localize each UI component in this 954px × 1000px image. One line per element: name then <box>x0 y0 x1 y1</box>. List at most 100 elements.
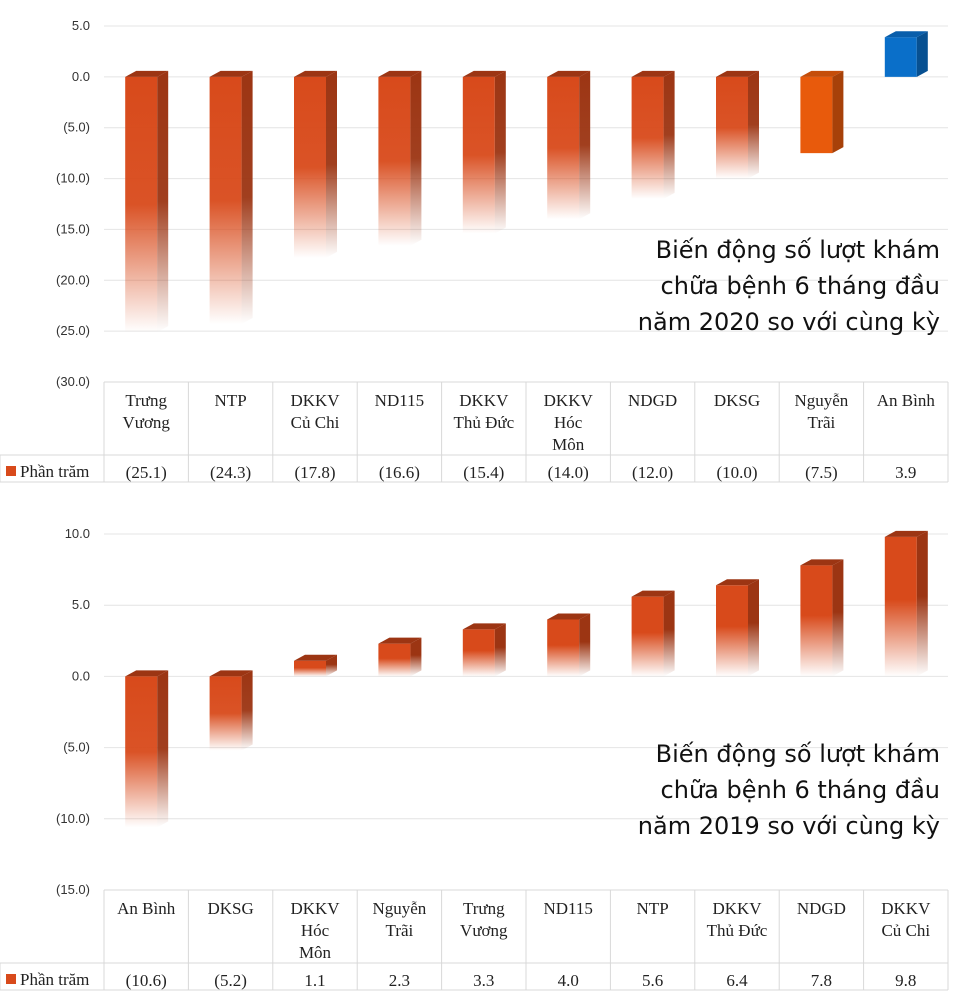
value-label: 7.8 <box>811 971 832 990</box>
category-label: Củ Chi <box>291 413 340 432</box>
legend-label: Phần trăm <box>20 970 89 989</box>
bar <box>378 637 422 677</box>
y-tick-label: 0.0 <box>72 69 90 84</box>
chart-annotation: Biến động số lượt khám <box>656 236 940 264</box>
value-label: 9.8 <box>895 971 916 990</box>
bar <box>294 654 337 677</box>
value-label: 5.6 <box>642 971 663 990</box>
category-label: NDGD <box>797 899 846 918</box>
category-label: Vương <box>122 413 170 432</box>
bar <box>631 70 675 199</box>
y-tick-label: (5.0) <box>63 740 90 755</box>
chart-annotation: chữa bệnh 6 tháng đầu <box>661 776 940 804</box>
category-label: DKKV <box>544 391 594 410</box>
bar <box>294 70 337 258</box>
bar <box>800 70 844 154</box>
category-label: DKKV <box>459 391 509 410</box>
category-label: Thủ Đức <box>453 413 514 432</box>
chart-2020: 5.0 0.0 (5.0) (10.0) (15.0) (20.0) (25.0) (30.0… <box>0 18 949 483</box>
bar <box>378 70 422 246</box>
bar <box>547 70 591 220</box>
chart-2019: 10.0 5.0 0.0 (5.0) (10.0) (15.0) Biến động số … <box>0 526 949 991</box>
value-label: (7.5) <box>805 463 838 482</box>
bar <box>209 70 253 325</box>
bar <box>716 70 759 179</box>
category-label: Nguyễn <box>794 391 848 410</box>
y-tick-label: (15.0) <box>56 221 90 236</box>
chart-annotation: năm 2020 so với cùng kỳ <box>638 308 940 336</box>
category-label: DKKV <box>290 391 340 410</box>
category-label: Trưng <box>125 391 167 410</box>
bar <box>125 70 169 333</box>
legend-key <box>6 974 16 984</box>
y-tick-label: (20.0) <box>56 272 90 287</box>
y-tick-label: 0.0 <box>72 668 90 683</box>
chart-annotation: chữa bệnh 6 tháng đầu <box>661 272 940 300</box>
category-label: DKKV <box>712 899 762 918</box>
category-label: Hóc <box>554 413 583 432</box>
bar <box>547 613 591 677</box>
value-label: 3.9 <box>895 463 916 482</box>
category-label: NTP <box>215 391 247 410</box>
y-tick-label: 5.0 <box>72 597 90 612</box>
value-label: (25.1) <box>126 463 167 482</box>
y-tick-label: 10.0 <box>65 526 90 541</box>
legend-label: Phần trăm <box>20 462 89 481</box>
bar <box>716 579 759 677</box>
chart-annotation: Biến động số lượt khám <box>656 740 940 768</box>
category-label: NDGD <box>628 391 677 410</box>
bar <box>209 670 253 751</box>
category-label: DKSG <box>714 391 760 410</box>
value-label: 1.1 <box>304 971 325 990</box>
y-tick-label: 5.0 <box>72 18 90 33</box>
chart-annotation: năm 2019 so với cùng kỳ <box>638 812 940 840</box>
category-label: Môn <box>552 435 585 454</box>
category-label: DKKV <box>290 899 340 918</box>
value-label: (15.4) <box>463 463 504 482</box>
bar <box>800 559 844 677</box>
category-label: DKSG <box>207 899 253 918</box>
value-label: (24.3) <box>210 463 251 482</box>
value-label: (5.2) <box>214 971 247 990</box>
y-tick-label: (30.0) <box>56 374 90 389</box>
category-label: ND115 <box>375 391 424 410</box>
y-tick-label: (5.0) <box>63 120 90 135</box>
category-label: Củ Chi <box>881 921 930 940</box>
bar <box>462 70 506 234</box>
category-label: Trưng <box>463 899 505 918</box>
category-label: DKKV <box>881 899 931 918</box>
value-label: (12.0) <box>632 463 673 482</box>
bar <box>462 623 506 677</box>
category-label: NTP <box>637 899 669 918</box>
value-label: 6.4 <box>726 971 748 990</box>
value-label: 3.3 <box>473 971 494 990</box>
bar <box>884 530 928 677</box>
value-label: (16.6) <box>379 463 420 482</box>
category-label: Thủ Đức <box>707 921 768 940</box>
data-table <box>0 381 949 483</box>
category-label: Nguyễn <box>372 899 426 918</box>
category-label: ND115 <box>543 899 592 918</box>
value-label: 4.0 <box>558 971 579 990</box>
value-label: 2.3 <box>389 971 410 990</box>
category-label: Trãi <box>386 921 414 940</box>
data-table <box>0 889 949 991</box>
category-label: Hóc <box>301 921 330 940</box>
bar <box>631 590 675 677</box>
category-label: Vương <box>460 921 508 940</box>
legend-key <box>6 466 16 476</box>
category-label: An Bình <box>117 899 176 918</box>
value-label: (17.8) <box>294 463 335 482</box>
value-label: (10.0) <box>716 463 757 482</box>
y-tick-label: (10.0) <box>56 171 90 186</box>
bar <box>125 670 169 828</box>
y-tick-label: (25.0) <box>56 323 90 338</box>
value-label: (14.0) <box>548 463 589 482</box>
category-label: Trãi <box>808 413 836 432</box>
y-tick-label: (15.0) <box>56 882 90 897</box>
category-label: Môn <box>299 943 332 962</box>
y-tick-label: (10.0) <box>56 811 90 826</box>
category-label: An Bình <box>877 391 936 410</box>
bar <box>884 31 928 77</box>
value-label: (10.6) <box>126 971 167 990</box>
